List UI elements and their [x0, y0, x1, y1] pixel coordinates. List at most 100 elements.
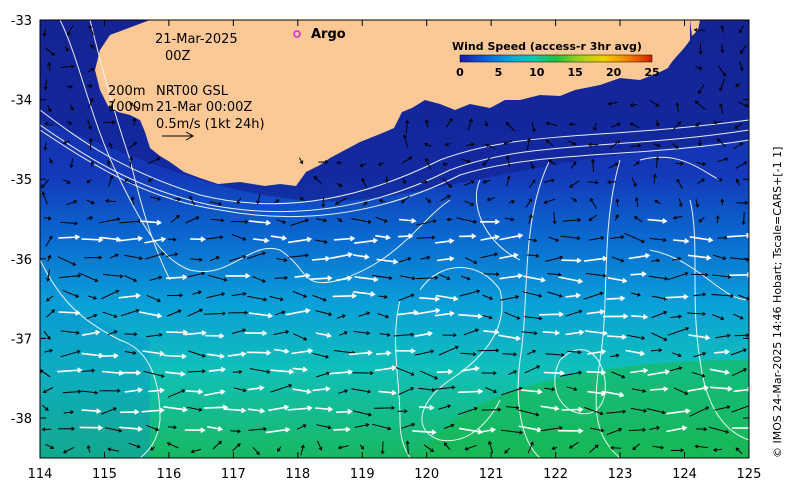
- current-arrow: [436, 255, 455, 262]
- current-arrow: [299, 197, 305, 202]
- current-arrow: [461, 365, 480, 372]
- current-arrow: [583, 291, 604, 300]
- current-arrow: [290, 218, 310, 226]
- current-arrow: [606, 295, 626, 302]
- colorbar-tick-label: 15: [568, 66, 583, 79]
- current-arrow: [167, 293, 184, 298]
- current-arrow: [672, 215, 683, 220]
- current-arrow: [566, 386, 578, 391]
- current-arrow: [666, 425, 688, 433]
- current-arrow: [687, 254, 712, 261]
- current-arrow: [611, 256, 625, 263]
- current-arrow: [268, 404, 290, 412]
- current-arrow: [483, 272, 500, 277]
- current-arrow: [88, 137, 93, 151]
- current-arrow: [81, 368, 96, 373]
- current-arrow: [438, 404, 452, 410]
- current-arrow: [499, 233, 524, 241]
- current-arrow: [630, 271, 647, 277]
- land-fragment: [690, 20, 700, 36]
- current-arrow: [119, 426, 143, 432]
- current-arrow: [106, 159, 111, 167]
- current-arrow: [526, 137, 531, 151]
- current-arrow: [561, 406, 584, 413]
- current-arrow: [445, 117, 453, 128]
- current-arrow: [43, 216, 52, 221]
- current-arrow: [312, 352, 329, 359]
- current-arrow: [545, 121, 558, 127]
- current-arrow: [67, 25, 74, 36]
- current-arrow: [248, 219, 272, 226]
- current-arrow: [86, 199, 95, 205]
- y-tick-label: -34: [11, 94, 32, 109]
- current-arrow: [184, 330, 207, 336]
- current-arrow: [375, 216, 388, 223]
- current-arrow: [294, 272, 311, 279]
- current-arrow: [99, 236, 122, 243]
- current-arrow: [143, 370, 165, 378]
- current-arrow: [610, 445, 622, 450]
- current-arrow: [698, 84, 705, 95]
- current-arrow: [673, 121, 682, 130]
- current-arrow: [504, 217, 515, 222]
- current-arrow: [672, 256, 682, 261]
- current-arrow: [377, 313, 390, 319]
- current-arrow: [60, 349, 81, 358]
- current-arrow: [311, 255, 331, 262]
- current-arrow: [416, 235, 436, 240]
- current-arrow: [90, 160, 95, 167]
- current-arrow: [420, 255, 431, 260]
- current-arrow: [464, 257, 478, 264]
- current-arrow: [230, 429, 242, 434]
- current-arrow: [317, 440, 323, 451]
- current-arrow: [711, 293, 734, 298]
- current-arrow: [739, 60, 744, 72]
- current-arrow: [568, 122, 577, 127]
- current-arrow: [187, 271, 206, 278]
- current-arrow: [321, 196, 326, 208]
- current-arrow: [423, 444, 434, 452]
- current-arrow: [460, 275, 471, 281]
- current-arrow: [130, 196, 135, 205]
- current-arrow: [371, 275, 393, 280]
- current-arrow: [332, 293, 357, 299]
- current-arrow: [458, 313, 483, 320]
- current-arrow: [457, 388, 484, 395]
- current-arrow: [435, 294, 459, 302]
- current-arrow: [425, 157, 432, 170]
- current-arrow: [712, 314, 725, 321]
- current-arrow: [497, 334, 521, 342]
- current-arrow: [187, 369, 206, 374]
- current-arrow: [231, 219, 249, 224]
- current-arrow: [624, 232, 645, 243]
- current-arrow: [738, 25, 744, 34]
- current-arrow: [698, 43, 703, 55]
- current-arrow: [44, 122, 53, 127]
- current-arrow: [102, 120, 116, 125]
- current-arrow: [589, 235, 605, 241]
- current-arrow: [562, 218, 582, 223]
- current-arrow: [438, 274, 451, 281]
- current-arrow: [313, 176, 323, 185]
- current-arrow: [351, 388, 372, 394]
- current-arrow: [108, 142, 113, 150]
- current-arrow: [377, 162, 385, 166]
- current-arrow: [526, 253, 540, 258]
- x-tick-label: 117: [221, 467, 246, 482]
- colorbar-tick-label: 20: [606, 66, 622, 79]
- current-arrow: [352, 410, 372, 417]
- current-arrow: [165, 274, 188, 281]
- current-arrow: [273, 348, 290, 354]
- current-arrow: [670, 448, 685, 453]
- current-arrow: [256, 193, 261, 205]
- current-arrow: [353, 291, 376, 297]
- current-arrow: [205, 333, 225, 339]
- current-arrow: [270, 235, 288, 241]
- current-arrow: [477, 348, 500, 353]
- current-arrow: [252, 276, 266, 283]
- current-arrow: [739, 45, 747, 55]
- current-arrow: [625, 349, 646, 357]
- current-arrow: [485, 387, 498, 394]
- current-arrow: [46, 309, 55, 318]
- current-arrow: [232, 369, 243, 374]
